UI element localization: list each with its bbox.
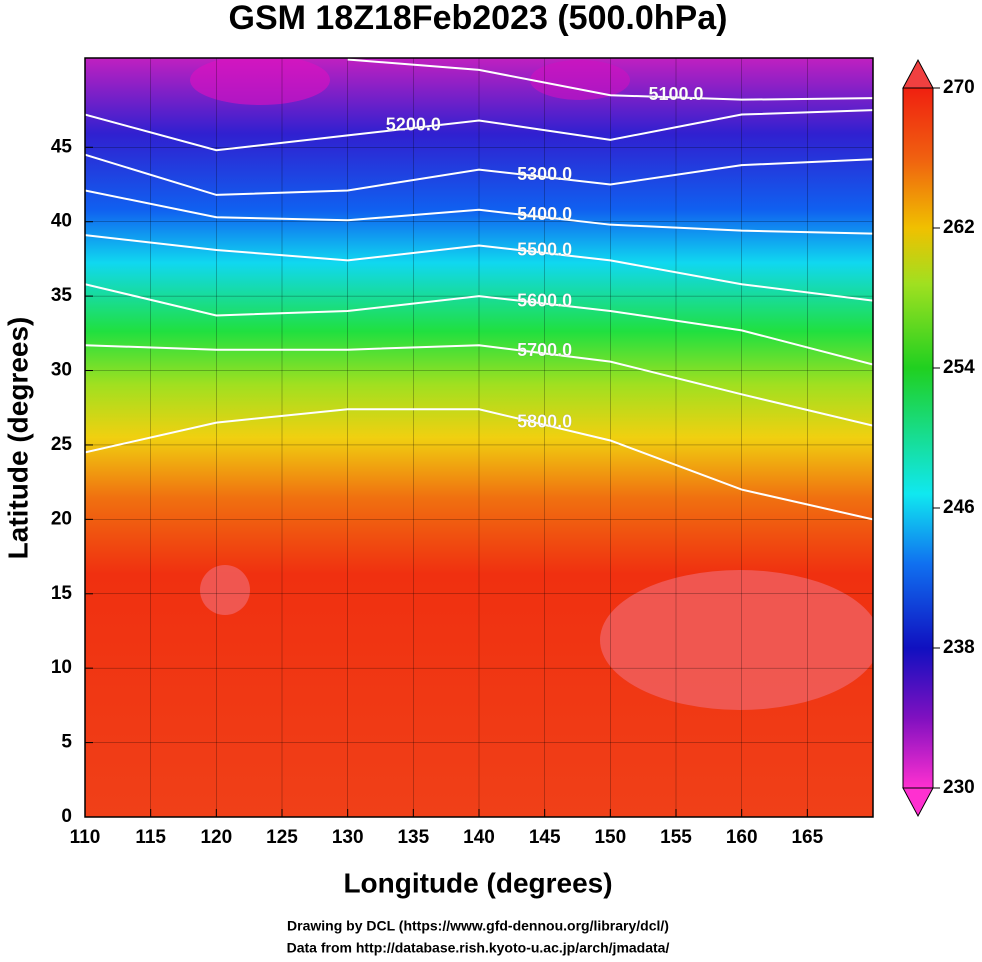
colorbar-tick-label: 246 xyxy=(943,497,975,518)
x-tick-label: 115 xyxy=(135,827,166,848)
title: GSM 18Z18Feb2023 (500.0hPa) xyxy=(229,0,728,37)
contour-label: 5100.0 xyxy=(648,84,703,104)
x-tick-label: 165 xyxy=(791,827,823,848)
colorbar xyxy=(902,87,934,789)
contour-line xyxy=(85,344,873,427)
contour-label: 5300.0 xyxy=(517,164,572,184)
x-tick-label: 145 xyxy=(529,827,561,848)
cold-patch xyxy=(530,60,630,100)
x-tick-label: 150 xyxy=(594,827,626,848)
y-tick-label: 40 xyxy=(51,211,72,232)
y-axis-label: Latitude (degrees) xyxy=(2,317,33,560)
contour-label: 5400.0 xyxy=(517,204,572,224)
y-tick-label: 45 xyxy=(51,136,73,157)
credit: Data from http://database.rish.kyoto-u.a… xyxy=(287,940,670,956)
y-tick-label: 30 xyxy=(51,360,72,381)
y-tick-label: 20 xyxy=(51,508,72,529)
contour-label: 5600.0 xyxy=(517,290,572,310)
colorbar-extend-bottom xyxy=(902,787,934,818)
contour-line xyxy=(85,109,873,152)
contour-label: 5200.0 xyxy=(386,115,441,135)
plot-layer: 5100.0 5200.0 5300.0 5400.0 5500.0 5600.0 5700… xyxy=(85,58,873,817)
y-tick-label: 5 xyxy=(61,732,72,753)
x-axis-label: Longitude (degrees) xyxy=(343,867,612,898)
colorbar-extend-top xyxy=(902,58,934,89)
contour-label: 5700.0 xyxy=(517,340,572,360)
warm-patch xyxy=(200,565,250,615)
plot-area: 5100.0 5200.0 5300.0 5400.0 5500.0 5600.0 5700… xyxy=(85,58,873,817)
contour-line xyxy=(85,283,873,366)
contour-label: 5800.0 xyxy=(517,412,572,432)
x-tick-label: 120 xyxy=(200,827,232,848)
x-tick-label: 135 xyxy=(397,827,429,848)
contour-line xyxy=(85,189,873,235)
contour-line xyxy=(85,234,873,302)
x-tick-label: 110 xyxy=(70,827,101,848)
x-tick-label: 130 xyxy=(332,827,364,848)
contour-label: 5500.0 xyxy=(517,240,572,260)
y-tick-label: 25 xyxy=(51,434,73,455)
colorbar-tick-label: 270 xyxy=(943,77,975,98)
y-tick-label: 35 xyxy=(51,285,73,306)
cold-patch xyxy=(190,58,330,105)
colorbar-tick-label: 262 xyxy=(943,217,975,238)
colorbar-tick-label: 254 xyxy=(943,357,975,378)
x-tick-label: 140 xyxy=(463,827,495,848)
y-tick-label: 15 xyxy=(51,583,73,604)
x-tick-label: 160 xyxy=(726,827,758,848)
warm-patch xyxy=(600,570,873,710)
colorbar-tick-label: 230 xyxy=(943,777,975,798)
credit: Drawing by DCL (https://www.gfd-dennou.o… xyxy=(287,918,669,934)
contour-line xyxy=(85,153,873,196)
contour-line xyxy=(347,58,873,101)
y-tick-label: 10 xyxy=(51,657,72,678)
x-tick-label: 125 xyxy=(266,827,298,848)
x-tick-label: 155 xyxy=(660,827,692,848)
contour-line xyxy=(85,408,873,521)
colorbar-tick-label: 238 xyxy=(943,637,975,658)
y-tick-label: 0 xyxy=(61,806,72,827)
